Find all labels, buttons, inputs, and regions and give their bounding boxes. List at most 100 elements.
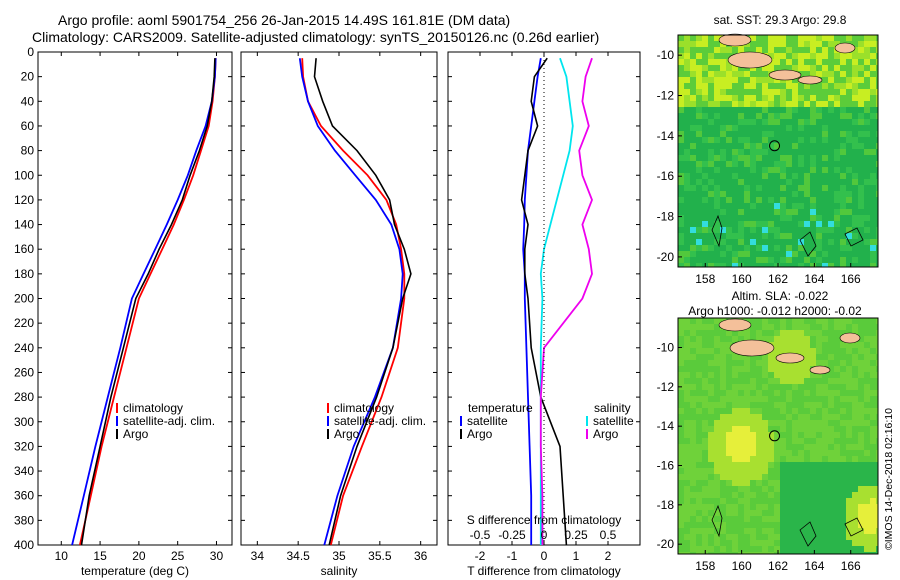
differences-t-legend-label: satellite xyxy=(467,414,508,428)
temperature-xtick-label: 25 xyxy=(171,549,185,563)
sst_map-ytick-label: -12 xyxy=(657,89,675,103)
temperature-legend-label: climatology xyxy=(123,401,183,415)
differences-xtick-label: -2 xyxy=(475,549,486,563)
sla_map-argo-location-marker xyxy=(769,430,781,442)
sla_map-ytick-label: -18 xyxy=(657,498,675,512)
temperature-ytick-label: 0 xyxy=(27,45,34,59)
sst_map-title: sat. SST: 29.3 Argo: 29.8 xyxy=(714,13,847,27)
differences-s-legend-label: satellite xyxy=(593,414,634,428)
differences-stick-label: 0.25 xyxy=(564,528,588,542)
differences-xtick-label: 0 xyxy=(541,549,548,563)
temperature-ytick-label: 40 xyxy=(21,94,35,108)
sla_map-ytick-label: -16 xyxy=(657,459,675,473)
salinity-xtick-label: 34 xyxy=(251,549,265,563)
series-t-satellite xyxy=(522,58,542,545)
sst_map-xtick-label: 162 xyxy=(768,272,788,286)
sst_map-ytick-label: -10 xyxy=(657,48,675,62)
differences-stick-label: -0.25 xyxy=(498,528,526,542)
differences-axes-box xyxy=(447,51,641,546)
sla_map-island xyxy=(729,339,775,357)
differences-s-legend-label: Argo xyxy=(593,427,619,441)
sla_map-xtick-label: 166 xyxy=(841,559,861,573)
sst_map-island xyxy=(768,69,802,81)
sst_map-xtick-label: 164 xyxy=(804,272,824,286)
temperature-ytick-label: 300 xyxy=(14,415,34,429)
figure-title-line2: Climatology: CARS2009. Satellite-adjuste… xyxy=(32,29,600,45)
temperature-ytick-label: 20 xyxy=(21,70,35,84)
series-climatology xyxy=(79,58,217,546)
salinity-xlabel: salinity xyxy=(321,564,358,578)
temperature-xlabel: temperature (deg C) xyxy=(81,564,189,578)
sla_map-field xyxy=(678,318,878,554)
salinity-legend-title: salinity xyxy=(594,401,631,415)
temperature-legend-label: satellite-adj. clim. xyxy=(123,414,215,428)
temperature-ytick-label: 80 xyxy=(21,144,35,158)
differences-xlabel-top: S difference from climatology xyxy=(467,513,622,527)
temperature-ytick-label: 260 xyxy=(14,365,34,379)
sla_map-subtitle: Argo h1000: -0.012 h2000: -0.02 xyxy=(688,304,862,318)
sst_map-island xyxy=(797,75,823,85)
sla_map-reef-outline xyxy=(711,504,723,538)
sla_map-ytick-label: -12 xyxy=(657,380,675,394)
sst_map-ytick-label: -16 xyxy=(657,169,675,183)
temperature-ytick-label: 360 xyxy=(14,489,34,503)
temperature-ytick-label: 160 xyxy=(14,242,34,256)
salinity-xtick-label: 34.5 xyxy=(286,549,310,563)
sla_map-ytick-label: -20 xyxy=(657,537,675,551)
temperature-legend-label: Argo xyxy=(123,427,149,441)
differences-t-legend-label: Argo xyxy=(467,427,493,441)
salinity-xtick-label: 35 xyxy=(332,549,346,563)
sst_map-ytick-label: -20 xyxy=(657,250,675,264)
differences-xtick-label: -1 xyxy=(507,549,518,563)
temperature-ytick-label: 180 xyxy=(14,267,34,281)
sst_map-reef-outline xyxy=(844,227,864,247)
sla_map-island xyxy=(839,332,861,344)
sst_map-ytick-label: -14 xyxy=(657,129,675,143)
sla_map-xtick-label: 160 xyxy=(732,559,752,573)
sst_map-xtick-label: 166 xyxy=(841,272,861,286)
series-argo xyxy=(80,58,216,546)
temperature-legend-title: temperature xyxy=(468,401,533,415)
differences-stick-label: 0 xyxy=(541,528,548,542)
sla_map-island xyxy=(775,352,805,364)
differences-stick-label: 0.5 xyxy=(600,528,617,542)
sst_map-ytick-label: -18 xyxy=(657,210,675,224)
differences-xlabel: T difference from climatology xyxy=(467,564,621,578)
temperature-ytick-label: 320 xyxy=(14,439,34,453)
sla_map-island xyxy=(809,365,831,375)
temperature-xtick-label: 30 xyxy=(210,549,224,563)
figure-title-line1: Argo profile: aoml 5901754_256 26-Jan-20… xyxy=(58,12,511,28)
series-argo xyxy=(313,58,412,546)
sst_map-island xyxy=(727,51,773,69)
imos-timestamp: ©IMOS 14-Dec-2018 02:16:10 xyxy=(883,408,895,550)
sla_map-xtick-label: 162 xyxy=(768,559,788,573)
sla_map-ytick-label: -10 xyxy=(657,341,675,355)
differences-stick-label: -0.5 xyxy=(470,528,491,542)
temperature-ytick-label: 340 xyxy=(14,464,34,478)
temperature-ytick-label: 100 xyxy=(14,168,34,182)
sla_map-reef-outline xyxy=(844,517,864,537)
temperature-ytick-label: 280 xyxy=(14,390,34,404)
temperature-xtick-label: 15 xyxy=(93,549,107,563)
sst_map-xtick-label: 158 xyxy=(695,272,715,286)
temperature-xtick-label: 20 xyxy=(132,549,146,563)
sst_map-reef-outline xyxy=(711,214,723,248)
series-satellite-adj-clim- xyxy=(298,58,404,546)
sst_map-island xyxy=(834,42,856,54)
salinity-legend-label: Argo xyxy=(334,427,360,441)
series-t-argo xyxy=(520,57,568,546)
sla_map-reef-outline xyxy=(799,521,817,547)
temperature-ytick-label: 60 xyxy=(21,119,35,133)
sst_map-reef-outline xyxy=(799,231,817,257)
differences-xtick-label: 2 xyxy=(605,549,612,563)
temperature-ytick-label: 140 xyxy=(14,218,34,232)
temperature-ytick-label: 400 xyxy=(14,538,34,552)
temperature-ytick-label: 240 xyxy=(14,341,34,355)
sla_map-xtick-label: 158 xyxy=(695,559,715,573)
sst_map-island xyxy=(718,33,752,47)
differences-xtick-label: 1 xyxy=(573,549,580,563)
sla_map-ytick-label: -14 xyxy=(657,419,675,433)
sla_map-xtick-label: 164 xyxy=(804,559,824,573)
temperature-xtick-label: 10 xyxy=(55,549,69,563)
